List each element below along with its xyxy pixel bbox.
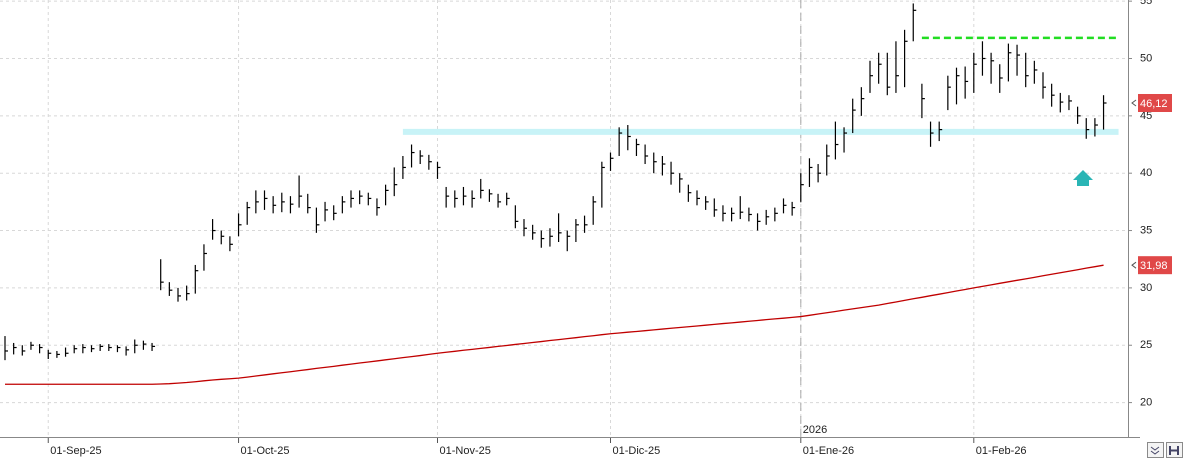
x-tick-label: 01-Feb-26 <box>976 445 1027 457</box>
last-value-label: 31,98 <box>1140 260 1168 272</box>
y-tick-label: 30 <box>1140 282 1152 294</box>
last-value-box <box>1138 256 1172 275</box>
year-label: 2026 <box>803 424 827 436</box>
x-tick-label: 01-Sep-25 <box>50 445 101 457</box>
y-tick-label: 55 <box>1140 0 1152 7</box>
x-tick-label: 01-Dic-25 <box>613 445 661 457</box>
y-tick-label: 50 <box>1140 52 1152 64</box>
y-tick-label: 45 <box>1140 110 1152 122</box>
scroll-icon <box>1150 446 1160 455</box>
y-tick-label: 35 <box>1140 224 1152 236</box>
x-tick-label: 01-Oct-25 <box>241 445 290 457</box>
signal-arrow <box>1073 170 1093 186</box>
moving-average-line <box>5 264 1104 385</box>
x-tick-label: 01-Ene-26 <box>803 445 854 457</box>
home-icon <box>1169 446 1179 455</box>
x-tick-label: 01-Nov-25 <box>440 445 491 457</box>
y-tick-label: 20 <box>1140 396 1152 408</box>
last-value-pointer <box>1131 261 1137 269</box>
y-tick-label: 25 <box>1140 339 1152 351</box>
last-value-label: 46,12 <box>1140 98 1168 110</box>
last-value-box <box>1138 93 1172 112</box>
y-tick-label: 40 <box>1140 167 1152 179</box>
last-value-pointer <box>1131 99 1137 107</box>
